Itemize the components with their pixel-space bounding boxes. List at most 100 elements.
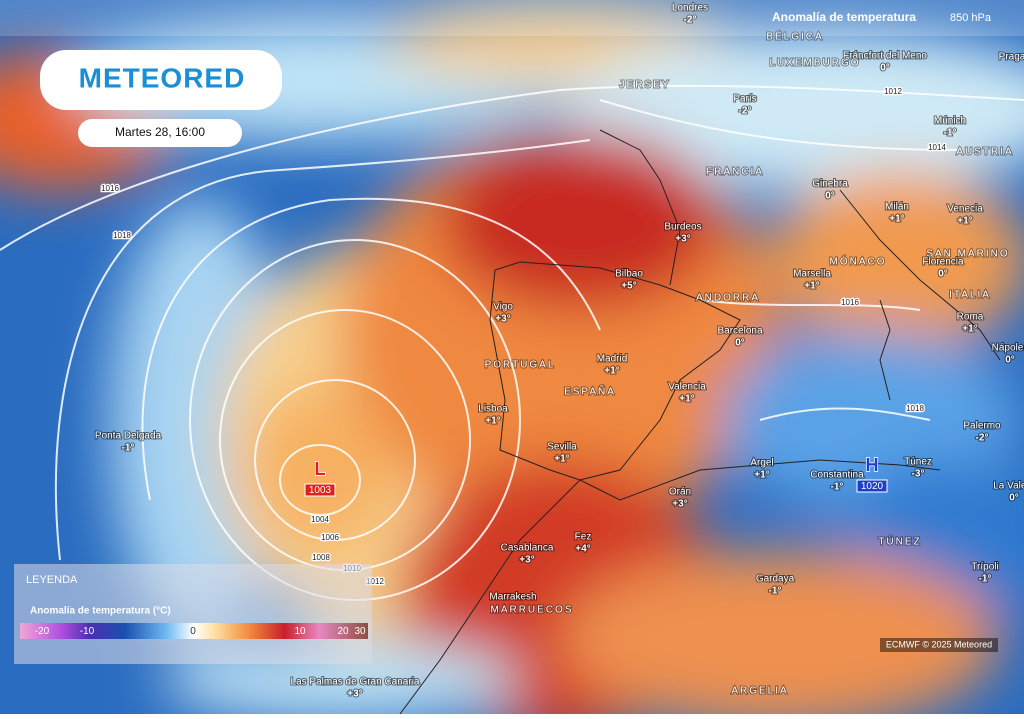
city-name: Vigo [493, 302, 513, 313]
city-anomaly: +1° [604, 366, 619, 377]
isobar-label: 1012 [884, 87, 902, 96]
city-anomaly: -2° [739, 106, 752, 117]
legend-scale [20, 623, 368, 639]
city-name: Venecia [947, 204, 983, 215]
city-name: Túnez [904, 457, 932, 468]
country-name: ESPAÑA [564, 385, 616, 398]
top-bar [0, 0, 1024, 36]
city-anomaly: +4° [575, 544, 590, 555]
country-name: JERSEY [620, 80, 671, 91]
city-anomaly: +5° [621, 281, 636, 292]
city-anomaly: 0° [1009, 493, 1019, 504]
country-name: ITALIA [949, 290, 991, 301]
product-title: Anomalía de temperatura [772, 10, 916, 24]
coastlines [399, 129, 1001, 715]
city-name: Nápoles [992, 343, 1024, 354]
isobar-label: 1006 [321, 533, 339, 542]
city-anomaly: +1° [957, 216, 972, 227]
isobar-label: 1018 [906, 404, 924, 413]
city-name: Trípoli [971, 562, 998, 573]
legend-tick-label: 0 [190, 626, 196, 637]
pressure-center-symbol: H [866, 455, 879, 475]
city-anomaly: 0° [1005, 355, 1015, 366]
city-anomaly: -1° [122, 443, 135, 454]
city-anomaly: +1° [962, 324, 977, 335]
city-name: Las Palmas de Gran Canaria [291, 677, 420, 688]
country-name: BÉLGICA [766, 30, 823, 43]
legend-ticks: -20 -10 0 10 20 30 [35, 626, 366, 637]
city-name: Fez [575, 532, 592, 543]
city-name: Palermo [963, 421, 1001, 432]
city-anomaly: -1° [769, 586, 782, 597]
isobar-label: 1016 [101, 184, 119, 193]
city-name: Barcelona [717, 326, 762, 337]
pressure-center-box [856, 479, 888, 493]
legend-tick-label: 30 [354, 626, 366, 637]
isobar-label: 1012 [366, 577, 384, 586]
country-name: PORTUGAL [485, 360, 556, 371]
legend-tick-label: 10 [294, 626, 306, 637]
isobar-label: 1016 [841, 298, 859, 307]
city-name: Argel [750, 458, 773, 469]
city-name: Ponta Delgada [95, 431, 162, 442]
city-name: Florencia [922, 257, 964, 268]
city-name: Milán [885, 202, 909, 213]
date: Martes 28, 16:00 [115, 125, 205, 139]
country-name: TÚNEZ [878, 535, 921, 548]
city-anomaly: +1° [554, 454, 569, 465]
isobar-label: 1008 [312, 553, 330, 562]
city-name: Valencia [668, 382, 706, 393]
legend-subtitle: Anomalía de temperatura (°C) [30, 606, 171, 617]
city-name: Lisboa [478, 404, 508, 415]
legend-tick-label: -10 [80, 626, 95, 637]
brand-box [40, 50, 282, 110]
country-name: FRANCIA [706, 167, 764, 178]
isobar-label: 1018 [113, 231, 131, 240]
legend-title: LEYENDA [26, 574, 78, 586]
city-name: París [733, 94, 756, 105]
city-anomaly: -1° [944, 128, 957, 139]
city-anomaly: -2° [976, 433, 989, 444]
city-name: Gardaya [756, 574, 795, 585]
credit: ECMWF © 2025 Meteored [886, 639, 992, 649]
city-anomaly: +1° [679, 394, 694, 405]
city-name: Múnich [934, 116, 966, 127]
credit-box [880, 638, 998, 652]
city-anomaly: -1° [979, 574, 992, 585]
city-anomaly: 0° [880, 63, 890, 74]
city-name: Sevilla [547, 442, 577, 453]
city-anomaly: 0° [735, 338, 745, 349]
isobar-label: 1014 [928, 143, 946, 152]
city-name: Orán [669, 487, 691, 498]
legend-tick-label: -20 [35, 626, 50, 637]
country-name: LUXEMBURGO [769, 58, 860, 69]
city-anomaly: -3° [912, 469, 925, 480]
legend-box [14, 564, 372, 664]
city-anomaly: +1° [889, 214, 904, 225]
city-name: Casablanca [501, 543, 554, 554]
pressure-center-symbol: L [315, 459, 326, 479]
country-name: ARGELIA [731, 686, 788, 697]
city-name: Marsella [793, 269, 831, 280]
labels: Londres-2°Fráncfort del Meno0°PragaParís… [94, 2, 1024, 701]
city-anomaly: +1° [754, 470, 769, 481]
city-name: Roma [957, 312, 984, 323]
city-name: Ginebra [812, 179, 848, 190]
city-name: Praga [999, 52, 1024, 63]
city-name: Constantina [810, 470, 864, 481]
date-box [78, 119, 242, 147]
city-anomaly: 0° [938, 269, 948, 280]
city-name: Londres [672, 3, 708, 14]
brand: METEORED [79, 62, 246, 93]
city-anomaly: +3° [519, 555, 534, 566]
city-anomaly: +3° [495, 314, 510, 325]
city-anomaly: 0° [825, 191, 835, 202]
city-name: Marrakesh [489, 592, 536, 603]
legend-tick-label: 20 [337, 626, 349, 637]
city-anomaly: +1° [804, 281, 819, 292]
city-name: Bilbao [615, 269, 643, 280]
country-name: ANDORRA [696, 293, 760, 304]
city-anomaly: -2° [684, 15, 697, 26]
